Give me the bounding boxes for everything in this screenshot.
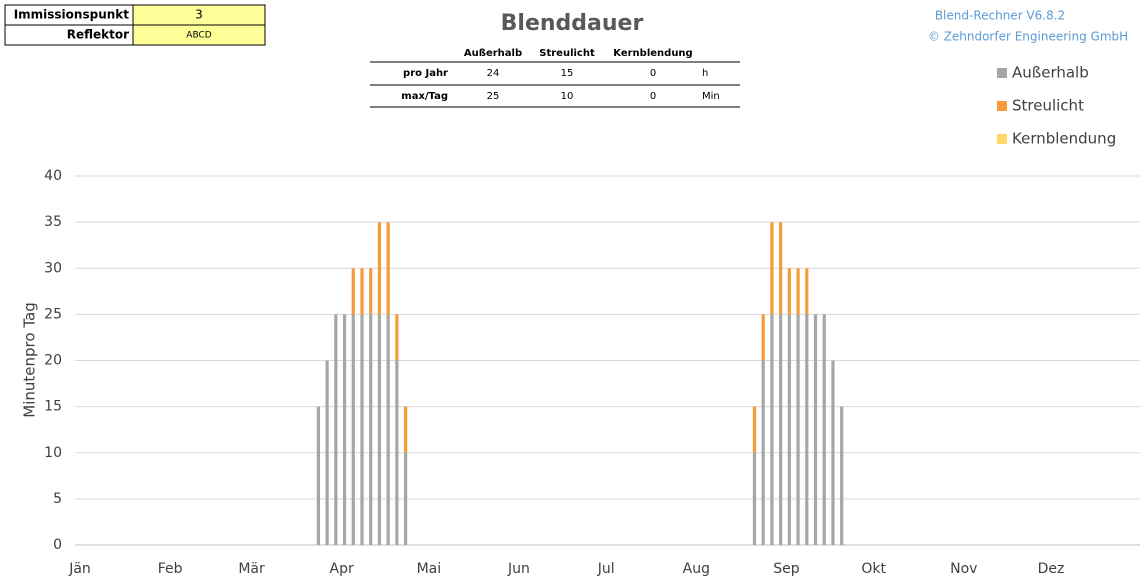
summary-column: Außerhalb: [464, 48, 522, 59]
bar-segment: [404, 406, 408, 453]
x-tick-label: Apr: [330, 561, 354, 577]
bar-segment: [752, 406, 757, 453]
bar-segment: [325, 360, 329, 545]
summary-value: 15: [561, 68, 574, 79]
summary-value: 10: [561, 91, 574, 102]
y-tick-label: 15: [44, 399, 62, 415]
bar-segment: [395, 314, 399, 361]
info-value: 3: [195, 8, 203, 22]
bar-segment: [761, 360, 765, 545]
bar-segment: [377, 314, 382, 545]
y-tick-label: 20: [44, 353, 62, 369]
bar-segment: [334, 314, 338, 545]
bar-segment: [770, 314, 774, 545]
legend-swatch: [997, 134, 1007, 144]
summary-column: Streulicht: [539, 48, 595, 59]
info-label: Reflektor: [67, 28, 129, 42]
legend-swatch: [997, 68, 1007, 78]
bar-segment: [831, 360, 835, 545]
y-tick-label: 5: [53, 491, 62, 507]
bar-segment: [770, 222, 774, 315]
bar-segment: [840, 406, 844, 545]
bar-segment: [369, 268, 373, 315]
bar-segment: [369, 314, 373, 545]
x-tick-label: Sep: [773, 561, 800, 577]
bar-segment: [796, 268, 800, 315]
bar-segment: [351, 314, 355, 545]
y-tick-label: 35: [44, 214, 62, 230]
y-tick-label: 30: [44, 260, 62, 276]
bar-segment: [752, 452, 757, 545]
bar-segment: [787, 268, 791, 315]
bar-segment: [360, 268, 364, 315]
x-tick-label: Nov: [950, 561, 977, 577]
summary-row-label: max/Tag: [401, 91, 448, 102]
y-tick-label: 0: [53, 537, 62, 553]
info-value-cell: [132, 24, 266, 46]
x-tick-label: Feb: [158, 561, 183, 577]
bar-segment: [386, 222, 390, 315]
bar-segment: [351, 268, 355, 315]
bar-segment: [404, 452, 408, 545]
bar-segment: [377, 222, 382, 315]
x-tick-label: Mai: [417, 561, 442, 577]
x-tick-label: Mär: [238, 561, 265, 577]
info-label: Immissionspunkt: [14, 8, 130, 22]
bar-segment: [779, 314, 783, 545]
x-tick-label: Jän: [68, 561, 91, 577]
x-tick-label: Jun: [507, 561, 530, 577]
chart-title: Blenddauer: [501, 11, 644, 36]
y-tick-label: 10: [44, 445, 62, 461]
y-axis-label: Minutenpro Tag: [21, 302, 39, 417]
bar-segment: [386, 314, 390, 545]
y-tick-label: 25: [44, 306, 62, 322]
x-tick-label: Jul: [597, 561, 615, 577]
brand-company: © Zehndorfer Engineering GmbH: [928, 30, 1128, 44]
bar-segment: [316, 406, 320, 545]
legend-label: Außerhalb: [1012, 64, 1089, 82]
summary-unit: h: [702, 68, 708, 79]
legend-label: Kernblendung: [1012, 130, 1116, 148]
summary-value: 24: [487, 68, 500, 79]
bar-segment: [395, 360, 399, 545]
bar-segment: [787, 314, 791, 545]
brand-name: Blend-Rechner V6.8.2: [935, 9, 1065, 23]
summary-column: Kernblendung: [613, 48, 692, 59]
x-tick-label: Dez: [1038, 561, 1065, 577]
summary-row-label: pro Jahr: [403, 68, 448, 79]
legend-swatch: [997, 101, 1007, 111]
summary-value: 0: [650, 91, 656, 102]
bar-segment: [822, 314, 826, 545]
bar-segment: [813, 314, 818, 545]
bar-segment: [805, 268, 809, 315]
bar-segment: [360, 314, 364, 545]
bar-segment: [342, 314, 347, 545]
bar-segment: [779, 222, 783, 315]
info-value: ABCD: [186, 31, 211, 41]
y-tick-label: 40: [44, 168, 62, 184]
legend-label: Streulicht: [1012, 97, 1084, 115]
summary-value: 25: [487, 91, 500, 102]
bar-segment: [761, 314, 765, 361]
x-tick-label: Aug: [683, 561, 710, 577]
bar-segment: [805, 314, 809, 545]
bar-segment: [796, 314, 800, 545]
x-tick-label: Okt: [861, 561, 886, 577]
summary-value: 0: [650, 68, 656, 79]
summary-unit: Min: [702, 91, 720, 102]
